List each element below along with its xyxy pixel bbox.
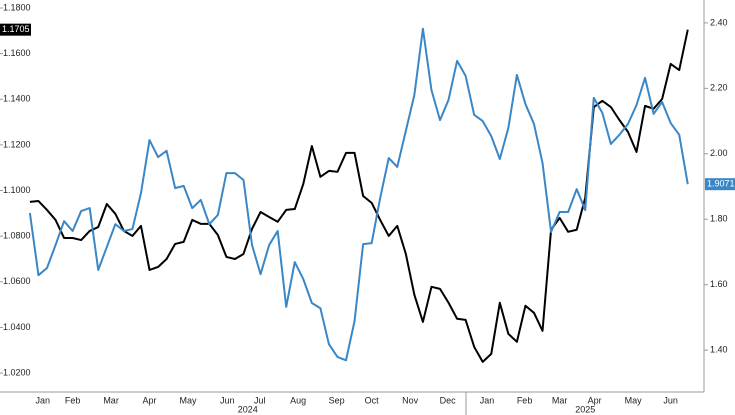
x-tick-label: Jan <box>35 395 50 405</box>
y2-tick-label: 1.60 <box>710 279 728 289</box>
x-tick-label: Oct <box>365 395 380 405</box>
x-tick-label: Dec <box>440 395 457 405</box>
y-tick-label: 1.1600 <box>3 48 31 58</box>
last-value-tag <box>0 23 31 36</box>
line-series <box>29 29 689 363</box>
y2-tick-label: 2.40 <box>710 17 728 27</box>
x-tick-label: Feb <box>517 395 533 405</box>
x-tick-label: Nov <box>402 395 419 405</box>
x-tick-label: Apr <box>588 395 602 405</box>
last-value-tag <box>705 178 735 191</box>
y-tick-label: 1.1000 <box>3 185 31 195</box>
x-tick-label: Mar <box>103 395 119 405</box>
year-label: 2025 <box>575 404 595 414</box>
y-tick-label: 1.0600 <box>3 276 31 286</box>
y-tick-label: 1.0400 <box>3 322 31 332</box>
x-tick-label: Feb <box>65 395 81 405</box>
x-tick-label: Aug <box>290 395 306 405</box>
x-tick-label: Jun <box>220 395 235 405</box>
y-tick-label: 1.1200 <box>3 139 31 149</box>
x-tick-label: Jul <box>254 395 266 405</box>
last-value-label: 1.9071 <box>707 179 735 189</box>
y-tick-label: 1.0200 <box>3 367 31 377</box>
year-label: 2024 <box>238 404 258 414</box>
last-value-label: 1.1705 <box>2 24 30 34</box>
y-tick-label: 1.0800 <box>3 231 31 241</box>
x-tick-label: Sep <box>329 395 345 405</box>
x-tick-label: May <box>179 395 197 405</box>
y-tick-label: 1.1800 <box>3 2 31 12</box>
x-tick-label: Jun <box>663 395 678 405</box>
y-tick-label: 1.1400 <box>3 94 31 104</box>
x-tick-label: Apr <box>143 395 157 405</box>
x-tick-label: Jan <box>480 395 495 405</box>
x-tick-label: May <box>625 395 643 405</box>
line-series <box>28 27 689 362</box>
x-tick-label: Mar <box>552 395 568 405</box>
y2-tick-label: 1.80 <box>710 214 728 224</box>
y2-tick-label: 1.40 <box>710 344 728 354</box>
y2-tick-label: 2.20 <box>710 83 728 93</box>
y2-tick-label: 2.00 <box>710 148 728 158</box>
